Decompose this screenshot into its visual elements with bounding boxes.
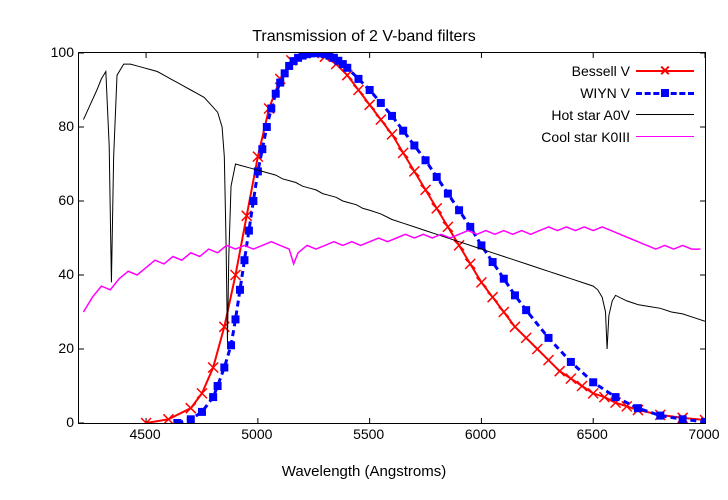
x-tick-label: 5000	[241, 426, 272, 442]
y-tick-label: 0	[34, 414, 74, 430]
legend-swatch	[636, 127, 694, 147]
y-tick-label: 40	[34, 266, 74, 282]
x-tick-label: 4500	[129, 426, 160, 442]
legend-item: WIYN V	[541, 82, 694, 104]
legend-item: Bessell V✕	[541, 60, 694, 82]
legend-item: Cool star K0III	[541, 126, 694, 148]
x-tick-label: 6500	[577, 426, 608, 442]
y-tick-label: 100	[34, 44, 74, 60]
legend-label: Cool star K0III	[541, 129, 636, 145]
chart-container: Transmission of 2 V-band filters 0 20 40 60…	[0, 0, 728, 500]
chart-title: Transmission of 2 V-band filters	[0, 28, 728, 46]
y-tick-label: 60	[34, 192, 74, 208]
legend-swatch	[636, 83, 694, 103]
legend-swatch: ✕	[636, 61, 694, 81]
x-tick-label: 6000	[465, 426, 496, 442]
x-tick-label: 5500	[353, 426, 384, 442]
legend-label: Bessell V	[572, 63, 636, 79]
legend-item: Hot star A0V	[541, 104, 694, 126]
legend-label: Hot star A0V	[551, 107, 636, 123]
legend-swatch	[636, 105, 694, 125]
x-tick-label: 7000	[688, 426, 719, 442]
legend-label: WIYN V	[580, 85, 636, 101]
legend: Bessell V✕WIYN VHot star A0VCool star K0…	[541, 60, 694, 148]
y-tick-label: 80	[34, 118, 74, 134]
x-axis-label: Wavelength (Angstroms)	[0, 463, 728, 480]
y-tick-label: 20	[34, 340, 74, 356]
